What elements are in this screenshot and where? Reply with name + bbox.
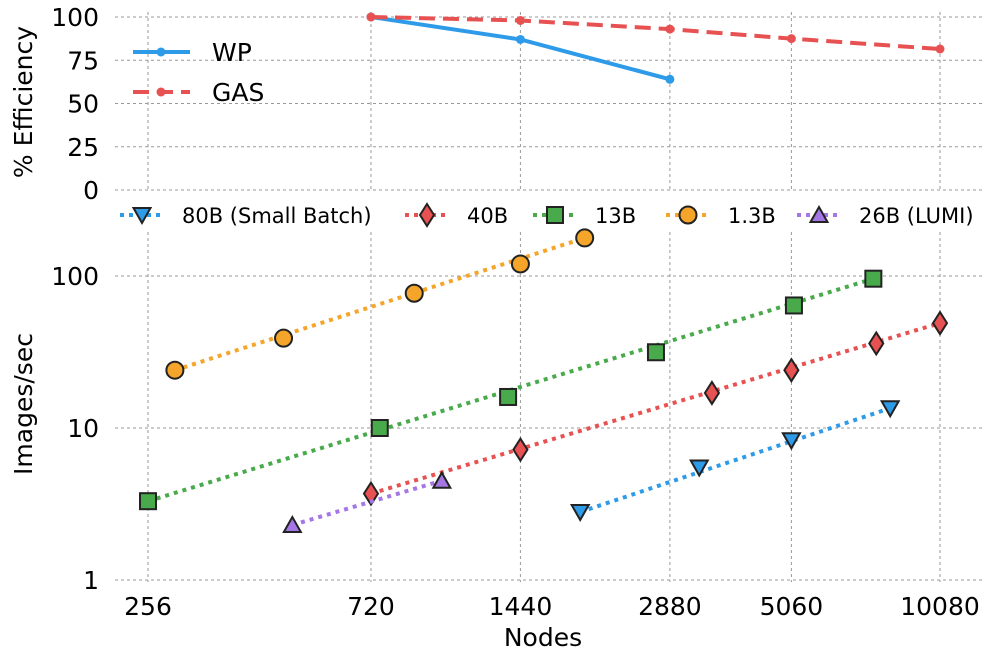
- x-tick-label: 10080: [900, 592, 980, 621]
- data-point-13b: [370, 419, 389, 437]
- x-tick-label: 720: [347, 592, 395, 621]
- legend-label-13b: 13B: [595, 204, 636, 228]
- point-gas: [515, 15, 525, 25]
- legend-marker-gas: [156, 87, 166, 97]
- top-y-tick-label: 100: [51, 3, 99, 32]
- top-y-tick-label: 0: [83, 176, 99, 205]
- data-point-40b: [868, 330, 885, 357]
- trend-line-80b-small-batch: [579, 406, 891, 514]
- data-point-13b: [139, 492, 157, 511]
- point-gas: [366, 12, 376, 22]
- legend-marker-1-3b: [678, 205, 698, 225]
- data-point-40b: [783, 357, 800, 384]
- data-point-13b: [784, 296, 803, 315]
- data-point-40b: [512, 436, 529, 463]
- series-line-gas: [370, 15, 941, 52]
- data-point-13b: [864, 269, 883, 288]
- data-point-40b: [703, 380, 721, 406]
- data-point-80b-small-batch: [781, 432, 802, 451]
- legend-marker-26b-lumi: [808, 204, 830, 223]
- data-point-26b-lumi: [282, 514, 303, 534]
- legend-label-gas: GAS: [212, 78, 264, 107]
- data-point-13b: [499, 387, 518, 406]
- x-tick-label: 1440: [489, 592, 553, 621]
- data-point-80b-small-batch: [689, 459, 710, 478]
- legend-marker-wp: [156, 47, 166, 57]
- data-point-1-3b: [165, 360, 185, 380]
- data-point-80b-small-batch: [879, 400, 901, 419]
- point-gas: [786, 34, 796, 44]
- data-point-1-3b: [575, 228, 595, 248]
- legend-label-1-3b: 1.3B: [728, 204, 776, 228]
- legend-marker-40b: [418, 202, 436, 228]
- data-point-80b-small-batch: [569, 504, 591, 523]
- point-wp: [665, 74, 675, 84]
- data-point-40b: [931, 310, 949, 336]
- legend-label-80b-small-batch: 80B (Small Batch): [182, 204, 372, 228]
- data-point-13b: [646, 343, 665, 362]
- legend-label-26b-lumi: 26B (LUMI): [859, 204, 974, 228]
- x-tick-label: 256: [124, 592, 172, 621]
- top-y-axis-title: % Efficiency: [9, 26, 38, 178]
- bottom-y-tick-label: 1: [83, 566, 99, 595]
- trend-line-26b-lumi: [291, 478, 443, 527]
- bottom-y-tick-label: 10: [67, 414, 99, 443]
- data-point-40b: [362, 480, 380, 507]
- legend-marker-13b: [546, 206, 564, 224]
- top-y-tick-label: 75: [67, 46, 99, 75]
- top-y-tick-label: 25: [67, 133, 99, 162]
- legend-label-40b: 40B: [467, 204, 508, 228]
- bottom-y-axis-title: Images/sec: [9, 333, 38, 475]
- point-wp: [515, 34, 525, 44]
- point-gas: [935, 44, 945, 54]
- data-point-26b-lumi: [431, 470, 453, 489]
- x-axis-title: Nodes: [504, 623, 582, 652]
- data-point-1-3b: [274, 328, 294, 348]
- x-tick-label: 5060: [760, 592, 824, 621]
- legend-marker-80b-small-batch: [131, 207, 153, 226]
- trend-line-40b: [370, 321, 941, 496]
- data-point-1-3b: [404, 283, 424, 303]
- top-y-tick-label: 50: [67, 90, 99, 119]
- data-point-1-3b: [510, 254, 530, 274]
- x-tick-label: 2880: [638, 592, 702, 621]
- legend-label-wp: WP: [212, 38, 252, 67]
- bottom-y-tick-label: 100: [51, 262, 99, 291]
- point-gas: [665, 24, 675, 34]
